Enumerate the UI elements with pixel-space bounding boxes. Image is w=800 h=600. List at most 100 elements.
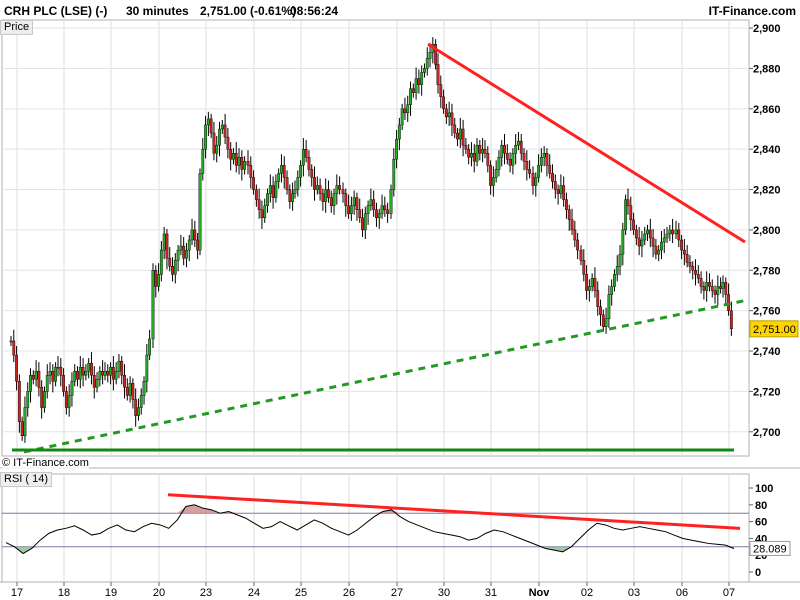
candle-body [621,229,625,255]
candles-group [9,37,733,443]
candle-body [483,148,487,154]
candle-body [117,360,121,372]
candle-body [425,58,429,69]
candle-body [139,395,143,408]
candle-body [352,197,356,206]
candle-body [494,169,498,178]
candle-body [338,185,342,190]
candle-body [243,161,247,170]
candle-body [254,189,258,200]
candle-body [84,371,88,376]
candle-body [406,104,410,114]
candle-body [434,44,438,65]
candle-body [392,159,396,190]
candle-body [383,205,387,210]
candle-body [215,144,219,154]
candle-body [347,205,350,214]
candle-body [464,144,468,150]
candle-body [654,245,658,255]
quote-label: 2,751.00 (-0.61%) [200,4,297,18]
candle-body [310,169,314,178]
candle-body [125,387,129,396]
candle-body [223,124,227,138]
y-tick-label: 2,760 [753,306,781,318]
candle-body [503,144,506,154]
candle-body [489,165,492,186]
candle-body [240,157,244,170]
candle-body [447,112,451,118]
y-tick-label: 2,780 [753,265,781,277]
y-tick-label: 2,880 [753,63,781,75]
rsi-trendline [167,493,741,530]
candle-body [285,177,289,190]
x-tick-label: 07 [723,587,735,599]
candle-body [436,64,440,85]
candle-body [453,124,457,134]
candle-body [514,144,518,154]
timestamp-label: 08:56:24 [290,4,339,18]
y-tick-label: 2,720 [753,386,781,398]
candle-body [491,177,495,186]
candle-body [366,205,370,214]
candle-body [95,379,99,388]
candle-body [179,245,183,251]
chart-header: CRH PLC (LSE) (-) 30 minutes 2,751.00 (-… [0,0,800,20]
candle-body [685,253,689,263]
candle-body [332,193,336,206]
candle-body [710,286,714,291]
candle-body [9,340,13,343]
candle-body [176,249,180,261]
candle-body [263,205,267,219]
candle-body [456,132,459,140]
candle-body [34,371,38,380]
candle-body [98,371,102,380]
candle-body [397,124,401,140]
candle-body [519,140,523,154]
candle-body [542,153,546,158]
candle-body [237,157,241,166]
candle-body [196,239,200,251]
candle-body [708,282,711,287]
candle-body [386,209,390,214]
candle-body [101,371,105,376]
y-tick-label: 2,740 [753,346,781,358]
candle-body [145,354,149,382]
candle-body [29,375,32,392]
candle-body [315,185,319,190]
interval-label[interactable]: 30 minutes [126,4,189,18]
candle-body [613,274,616,287]
candle-body [165,233,169,259]
candle-body [395,138,398,160]
last-price-label: 2,751.00 [753,324,796,336]
candle-body [607,294,611,319]
support-trendline [23,299,746,454]
candle-body [318,185,322,194]
candle-body [601,314,605,328]
last-price-marker [749,320,799,338]
candle-body [154,270,158,287]
candle-body [414,78,418,93]
x-tick-label: 03 [628,587,640,599]
candle-body [522,153,526,162]
candle-body [212,132,216,154]
candle-body [517,140,520,146]
candle-body [51,371,55,382]
candle-body [142,381,146,396]
candle-body [185,249,188,259]
x-tick-label: 27 [391,587,403,599]
y-tick-label: 2,900 [753,23,781,35]
candle-body [674,229,678,235]
candle-body [694,270,697,275]
candle-body [206,118,210,126]
candle-body [204,124,207,150]
candle-body [677,229,681,241]
candle-body [634,229,638,239]
candle-body [375,209,378,219]
candle-body [444,108,448,118]
candle-body [531,173,535,186]
candle-body [637,237,641,247]
y-tick-label: 2,860 [753,104,781,116]
candle-body [481,148,485,154]
candle-body [134,399,138,416]
